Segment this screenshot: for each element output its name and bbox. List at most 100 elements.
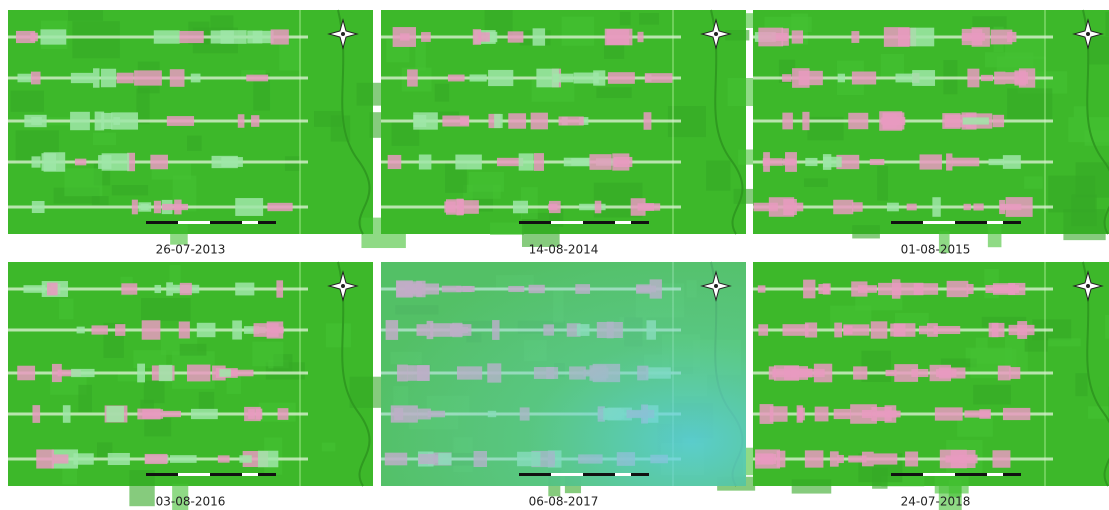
clearing: [75, 159, 86, 166]
clearing: [805, 450, 824, 467]
clearing: [71, 369, 94, 377]
clearing: [999, 200, 1005, 214]
compass-center: [341, 32, 345, 36]
clearing: [848, 113, 868, 129]
clearing: [797, 405, 803, 422]
clearing: [805, 158, 817, 166]
clearing: [16, 31, 35, 43]
clearing: [455, 155, 481, 170]
clearing: [834, 323, 842, 338]
clearing: [191, 74, 201, 83]
clearing: [989, 159, 1004, 165]
texture: [92, 196, 109, 205]
clearing: [758, 28, 783, 47]
satellite-image: [753, 262, 1109, 510]
clearing: [818, 284, 829, 294]
clearing: [70, 112, 90, 130]
texture: [350, 377, 384, 408]
clearing: [947, 281, 969, 297]
clearing: [47, 283, 58, 296]
texture: [1024, 176, 1043, 188]
scale-bar-segment: [923, 473, 955, 476]
clearing: [442, 116, 469, 127]
texture: [872, 468, 887, 489]
satellite-image: [381, 262, 769, 496]
scale-bar-segment: [242, 221, 258, 224]
clearing: [23, 285, 45, 293]
clearing: [763, 152, 770, 172]
clearing: [874, 453, 898, 464]
clearing: [508, 113, 526, 128]
clearing: [884, 27, 910, 47]
clearing: [134, 70, 162, 85]
clearing: [837, 455, 844, 463]
clearing: [71, 73, 93, 83]
texture: [93, 133, 116, 146]
texture: [144, 418, 171, 436]
clearing: [31, 72, 41, 85]
clearing: [894, 323, 916, 337]
clearing: [994, 72, 1005, 85]
texture: [1074, 106, 1087, 117]
clearing: [912, 70, 935, 86]
texture: [976, 338, 988, 350]
clearing: [473, 29, 481, 45]
clearing: [101, 69, 116, 88]
haze: [381, 262, 746, 486]
texture: [639, 13, 659, 25]
clearing: [32, 405, 40, 423]
clearing: [154, 30, 180, 43]
clearing: [935, 407, 963, 420]
clearing: [823, 157, 842, 167]
texture: [792, 479, 832, 493]
clearing: [258, 451, 278, 468]
clearing: [488, 70, 513, 86]
clearing: [197, 323, 216, 337]
compass-center: [341, 284, 345, 288]
clearing: [235, 283, 254, 296]
texture: [596, 87, 631, 98]
clearing: [645, 73, 673, 83]
clearing: [571, 158, 589, 165]
scale-bar-segment: [242, 473, 258, 476]
clearing: [400, 33, 410, 40]
clearing: [998, 366, 1011, 381]
clearing: [251, 115, 259, 127]
clearing: [137, 364, 145, 383]
clearing: [179, 31, 203, 43]
texture: [706, 161, 730, 191]
clearing: [608, 72, 635, 84]
clearing: [534, 153, 544, 171]
clearing: [792, 68, 810, 88]
scale-bar-segment: [987, 221, 1003, 224]
clearing: [179, 321, 190, 338]
texture: [187, 136, 202, 151]
clearing: [154, 201, 161, 213]
clearing: [230, 370, 253, 377]
clearing: [166, 282, 173, 295]
clearing: [962, 33, 985, 41]
texture: [1105, 12, 1109, 36]
clearing: [145, 454, 168, 464]
compass-center: [1086, 284, 1090, 288]
clearing: [142, 320, 161, 339]
clearing: [533, 28, 545, 45]
scale-bar-segment: [923, 221, 955, 224]
clearing: [910, 28, 934, 47]
road: [381, 77, 681, 80]
satellite-image: [8, 10, 414, 248]
clearing: [536, 69, 559, 88]
texture: [136, 88, 149, 124]
clearing: [93, 68, 99, 87]
texture: [326, 323, 351, 347]
image-caption: 06-08-2017: [529, 495, 599, 509]
clearing: [219, 369, 231, 377]
clearing: [967, 69, 979, 88]
image-caption: 26-07-2013: [156, 243, 226, 257]
clearing: [993, 450, 1011, 467]
figure: 26-07-201314-08-201401-08-201503-08-2016…: [0, 0, 1109, 510]
clearing: [932, 197, 940, 217]
texture: [314, 111, 342, 127]
clearing: [851, 31, 859, 43]
clearing: [212, 156, 238, 168]
